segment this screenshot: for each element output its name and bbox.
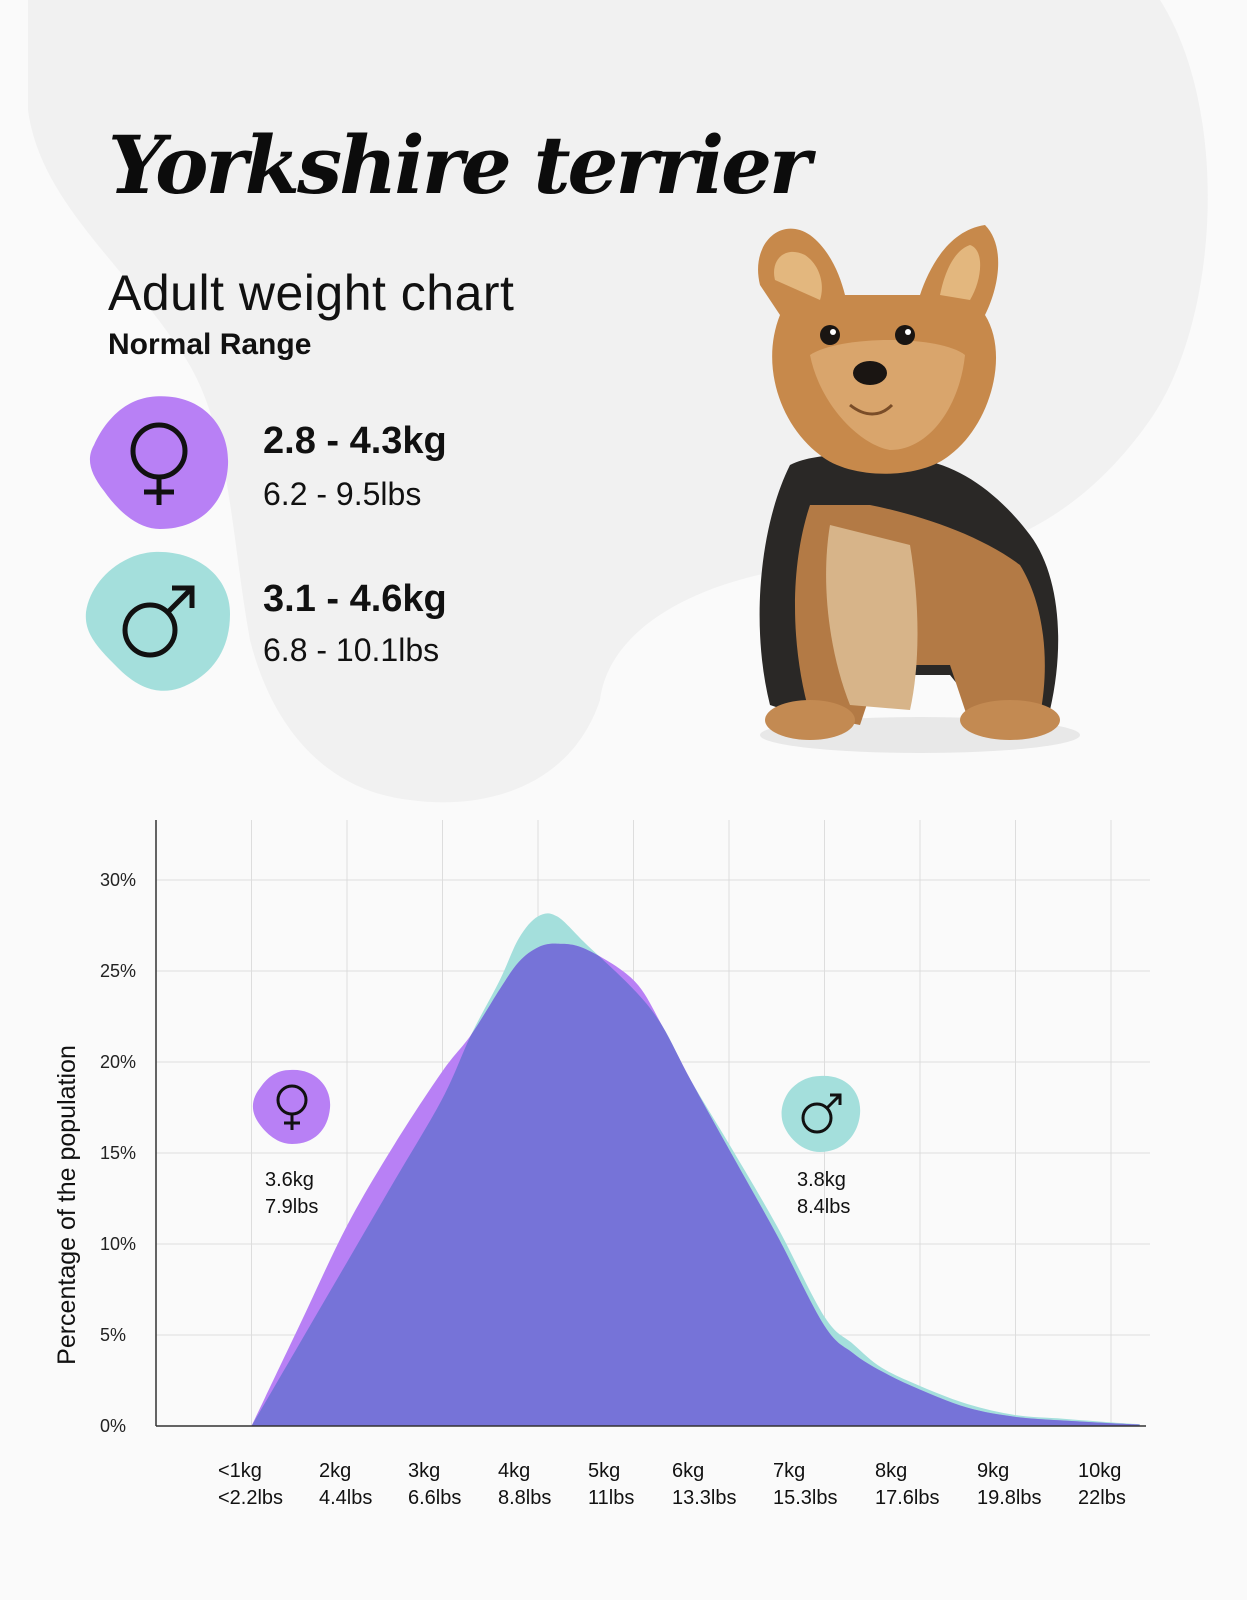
x-tick-kg: 9kg <box>977 1460 1009 1482</box>
yorkshire-terrier-photo <box>758 225 1080 753</box>
x-tick-lbs: 6.6lbs <box>408 1487 461 1509</box>
male-range-kg: 3.1 - 4.6kg <box>263 578 447 620</box>
x-tick-lbs: 4.4lbs <box>319 1487 372 1509</box>
male-chart-marker <box>781 1075 861 1152</box>
x-tick-lbs: 13.3lbs <box>672 1487 737 1509</box>
y-tick-label: 0% <box>100 1416 126 1436</box>
x-tick-label: <1kg <2.2lbs <box>218 1460 283 1509</box>
male-range-lbs: 6.8 - 10.1lbs <box>263 632 440 668</box>
x-tick-label: 5kg 11lbs <box>588 1460 634 1509</box>
x-tick-lbs: 11lbs <box>588 1487 634 1509</box>
chart-areas <box>251 913 1140 1426</box>
weight-distribution-chart: 0% 5% 10% 15% 20% 25% 30% <1kg <2.2lbs 2kg 4.4lbs… <box>53 820 1150 1509</box>
female-symbol-icon <box>276 1084 308 1130</box>
x-tick-kg: 6kg <box>672 1460 704 1482</box>
y-tick-label: 25% <box>100 961 136 981</box>
y-tick-label: 15% <box>100 1143 136 1163</box>
female-chart-marker <box>252 1069 331 1144</box>
y-tick-label: 10% <box>100 1234 136 1254</box>
female-range-lbs: 6.2 - 9.5lbs <box>263 476 422 512</box>
y-axis-label: Percentage of the population <box>53 1045 81 1365</box>
y-tick-label: 20% <box>100 1052 136 1072</box>
male-symbol-icon <box>801 1093 842 1134</box>
x-tick-lbs: 17.6lbs <box>875 1487 940 1509</box>
x-tick-lbs: 19.8lbs <box>977 1487 1042 1509</box>
x-tick-lbs: 8.8lbs <box>498 1487 551 1509</box>
page-title: Yorkshire terrier <box>108 118 811 212</box>
female-symbol-icon <box>130 422 188 505</box>
male-badge <box>85 551 230 691</box>
x-tick-label: 4kg 8.8lbs <box>498 1460 551 1509</box>
male-symbol-icon <box>122 585 195 658</box>
y-tick-label: 5% <box>100 1325 126 1345</box>
x-tick-kg: 4kg <box>498 1460 530 1482</box>
x-tick-label: 2kg 4.4lbs <box>319 1460 372 1509</box>
background-blob <box>0 0 1247 840</box>
male-marker-kg: 3.8kg <box>797 1169 846 1191</box>
x-tick-lbs: 15.3lbs <box>773 1487 838 1509</box>
x-tick-lbs: <2.2lbs <box>218 1487 283 1509</box>
x-tick-kg: 5kg <box>588 1460 620 1482</box>
x-tick-kg: 2kg <box>319 1460 351 1482</box>
overlap-area <box>251 943 1140 1426</box>
x-tick-kg: 8kg <box>875 1460 907 1482</box>
y-tick-label: 30% <box>100 870 136 890</box>
y-tick-labels: 0% 5% 10% 15% 20% 25% 30% <box>100 870 136 1436</box>
x-tick-label: 10kg 22lbs <box>1078 1460 1126 1509</box>
female-marker-lbs: 7.9lbs <box>265 1196 318 1218</box>
x-tick-label: 7kg 15.3lbs <box>773 1460 838 1509</box>
male-marker-lbs: 8.4lbs <box>797 1196 850 1218</box>
x-tick-kg: 3kg <box>408 1460 440 1482</box>
normal-range-label: Normal Range <box>108 328 312 361</box>
x-tick-label: 9kg 19.8lbs <box>977 1460 1042 1509</box>
female-range-kg: 2.8 - 4.3kg <box>263 420 447 462</box>
x-tick-kg: 10kg <box>1078 1460 1121 1482</box>
x-tick-kg: <1kg <box>218 1460 262 1482</box>
x-tick-lbs: 22lbs <box>1078 1487 1126 1509</box>
x-tick-labels: <1kg <2.2lbs 2kg 4.4lbs 3kg 6.6lbs 4kg 8.8lbs 5k… <box>218 1460 1126 1509</box>
female-badge <box>89 396 229 529</box>
chart-subtitle: Adult weight chart <box>108 265 515 321</box>
x-tick-label: 8kg 17.6lbs <box>875 1460 940 1509</box>
x-tick-label: 3kg 6.6lbs <box>408 1460 461 1509</box>
x-tick-kg: 7kg <box>773 1460 805 1482</box>
female-marker-kg: 3.6kg <box>265 1169 314 1191</box>
x-tick-label: 6kg 13.3lbs <box>672 1460 737 1509</box>
